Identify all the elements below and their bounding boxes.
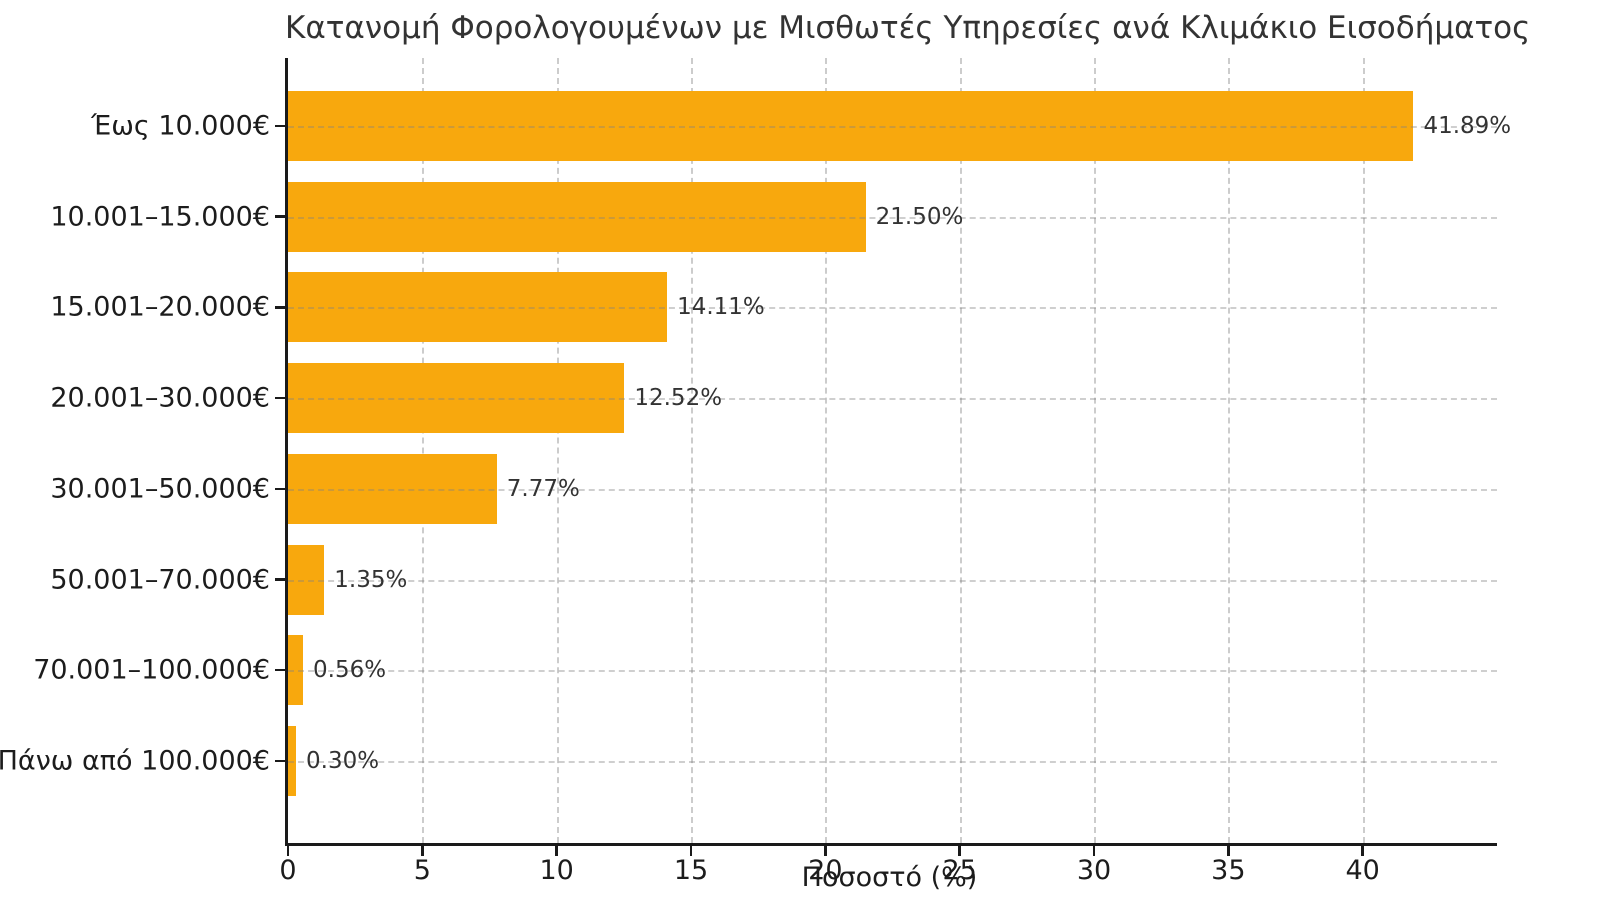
plot-area: 0 5 10 15 20 25 30 35 40 Έως 10.000€ 41.89% 10.001–… <box>0 58 1511 886</box>
y-gridline <box>288 126 1497 128</box>
x-tick-label: 15 <box>673 855 709 886</box>
bar-value-label: 1.35% <box>334 566 408 593</box>
bar-value-label: 0.30% <box>306 747 380 774</box>
bar-5 <box>288 453 497 524</box>
y-tick-mark <box>275 759 285 763</box>
y-gridline <box>288 398 1497 401</box>
x-gridline <box>1362 58 1365 843</box>
x-gridline <box>825 58 828 843</box>
x-tick-label: 0 <box>279 855 297 886</box>
x-tick-label: 30 <box>1076 855 1112 886</box>
y-tick-mark <box>275 396 285 400</box>
x-tick-mark <box>958 846 961 856</box>
x-tick-label: 20 <box>808 855 843 886</box>
bar-8 <box>288 725 297 796</box>
x-gridline <box>422 58 425 843</box>
x-tick-label: 10 <box>539 855 574 886</box>
x-gridline <box>1228 58 1231 843</box>
y-category-label: 15.001–20.000€ <box>50 291 270 323</box>
bar-6 <box>288 544 325 615</box>
x-tick-mark <box>1227 846 1230 856</box>
x-tick-label: 5 <box>413 855 431 886</box>
x-tick-label: 40 <box>1345 855 1380 886</box>
x-tick-mark <box>689 846 693 856</box>
x-gridline <box>959 58 962 843</box>
y-tick-mark <box>275 124 285 128</box>
y-category-label: 70.001–100.000€ <box>33 654 270 686</box>
x-axis-label: Ποσοστό (%) <box>801 862 978 893</box>
bar-7 <box>288 635 304 706</box>
y-tick-mark <box>275 487 285 491</box>
y-gridline <box>288 216 1497 219</box>
y-category-label: Έως 10.000€ <box>91 110 270 142</box>
x-tick-mark <box>824 846 827 856</box>
bar-value-label: 0.56% <box>313 657 387 684</box>
x-tick-mark <box>421 846 424 856</box>
x-tick-label: 25 <box>942 855 977 886</box>
y-tick-mark <box>275 215 285 218</box>
y-gridline <box>288 579 1497 582</box>
bar-2 <box>288 181 866 252</box>
y-tick-mark <box>275 306 285 309</box>
bar-value-label: 12.52% <box>634 385 723 412</box>
y-category-label: 50.001–70.000€ <box>50 564 270 595</box>
x-tick-mark <box>1361 846 1364 856</box>
y-gridline <box>288 488 1497 491</box>
y-gridline <box>288 307 1497 310</box>
bar-value-label: 41.89% <box>1423 113 1512 139</box>
x-tick-mark <box>1092 846 1096 856</box>
y-category-label: 20.001–30.000€ <box>50 382 270 414</box>
y-gridline <box>288 760 1497 763</box>
bar-value-label: 7.77% <box>506 475 580 502</box>
bar-1 <box>288 91 1414 161</box>
x-tick-label: 35 <box>1211 855 1246 886</box>
y-gridline <box>288 670 1497 673</box>
bar-value-label: 21.50% <box>875 203 964 230</box>
y-tick-mark <box>275 668 285 672</box>
x-tick-mark <box>555 846 558 856</box>
x-tick-mark <box>286 846 290 856</box>
x-gridline <box>1094 58 1096 843</box>
bar-4 <box>288 363 625 434</box>
x-gridline <box>691 58 693 843</box>
y-category-label: Πάνω από 100.000€ <box>0 745 270 777</box>
bar-3 <box>288 272 668 343</box>
bar-value-label: 14.11% <box>677 294 765 321</box>
y-tick-mark <box>275 578 285 581</box>
x-gridline <box>556 58 559 843</box>
chart-title: Κατανομή Φορολογουμένων με Μισθωτές Υπηρ… <box>285 10 1531 46</box>
y-category-label: 10.001–15.000€ <box>50 201 270 233</box>
y-category-label: 30.001–50.000€ <box>50 473 270 505</box>
